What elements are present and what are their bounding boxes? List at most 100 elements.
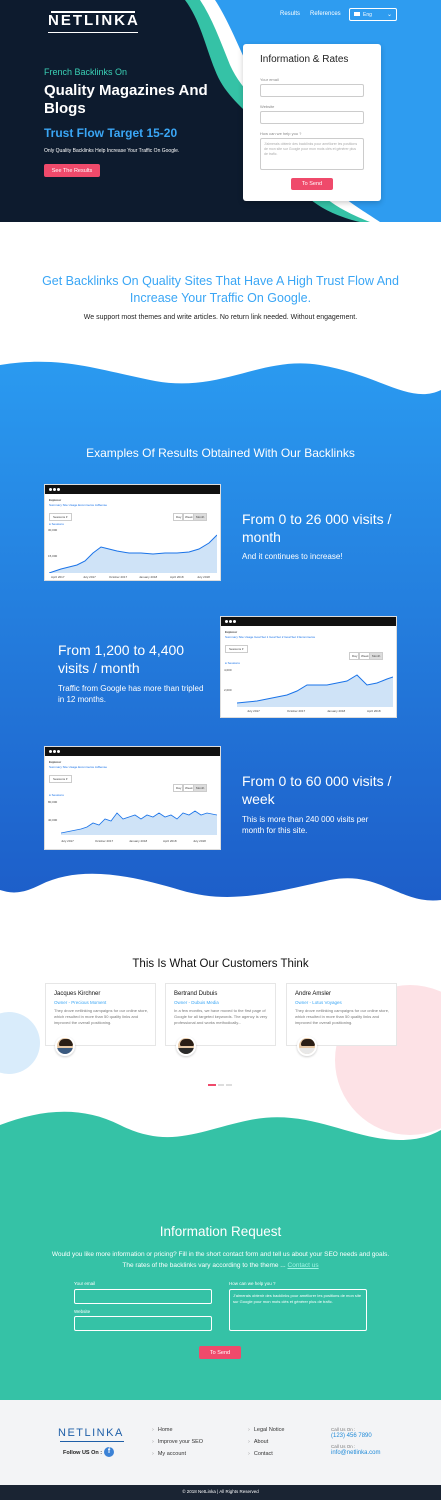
nav-results[interactable]: Results <box>280 11 301 17</box>
shot2-chart <box>237 674 393 707</box>
call-label: Call Us On : <box>331 1427 356 1432</box>
shot2-xtick-2: January 2018 <box>327 709 346 713</box>
shot3-tab: Explorer <box>49 760 62 764</box>
ir-submit-button[interactable]: To Send <box>199 1346 241 1359</box>
decor-circle-left <box>0 1012 40 1074</box>
shot3-range-month: Month <box>193 784 208 792</box>
hero-trust: Trust Flow Target 15-20 <box>44 126 178 140</box>
email-label: Your email <box>260 77 279 82</box>
testimonial-card: Jacques Kirchner Owner - Precious Moment… <box>45 983 156 1046</box>
shot1-series: Sessions <box>51 522 64 526</box>
avatar <box>55 1036 75 1056</box>
nav-references[interactable]: References <box>310 11 341 17</box>
footer-logo-underline <box>60 1441 124 1442</box>
rates-form: Information & Rates Your email Website H… <box>243 44 381 201</box>
shot1-xtick-2: October 2017 <box>109 575 128 579</box>
shot1-ytick-1: 15,000 <box>48 554 58 558</box>
shot1-xtick-0: April 2017 <box>51 575 65 579</box>
shot1-chart <box>49 534 217 573</box>
language-value: Eng <box>363 12 372 18</box>
shot2-xtick-3: April 2018 <box>367 709 381 713</box>
carousel-dot[interactable] <box>218 1084 224 1086</box>
shot2-subtabs: Summary Site Usage Goal Set 1 Goal Set 2… <box>225 635 316 639</box>
shot3-chart <box>61 810 217 835</box>
testimonials-title: This Is What Our Customers Think <box>132 958 309 970</box>
website-label: Website <box>260 104 275 109</box>
footer-link-legal[interactable]: › Legal Notice <box>248 1427 285 1433</box>
analytics-screenshot-3: Explorer Summary Site Usage Ecommerce Ad… <box>44 746 221 850</box>
footer-link-about[interactable]: › About <box>248 1439 269 1445</box>
testimonial-name: Jacques Kirchner <box>54 991 101 997</box>
shot2-range-month: Month <box>369 652 384 660</box>
follow-label: Follow US On : <box>63 1450 103 1456</box>
ir-website-input[interactable] <box>74 1316 212 1331</box>
testimonial-text: In a few months, we have moved to the fi… <box>174 1008 268 1025</box>
shot3-ytick-0: 80,000 <box>48 800 58 804</box>
analytics-screenshot-1: Explorer Summary Site Usage Ecommerce Ad… <box>44 484 221 581</box>
shot1-xtick-5: July 2018 <box>197 575 210 579</box>
shot1-xtick-1: July 2017 <box>83 575 96 579</box>
mail-label: Call Us On : <box>331 1444 356 1449</box>
carousel-dot-active[interactable] <box>208 1084 216 1086</box>
info-request-background <box>0 1111 441 1400</box>
shot2-series: Sessions <box>227 661 240 665</box>
avatar <box>297 1036 317 1056</box>
footer <box>0 1400 441 1485</box>
website-input[interactable] <box>260 111 364 124</box>
testimonial-card: Andre Amsler Owner - Lotus Voyages They … <box>286 983 397 1046</box>
footer-link-account[interactable]: › My account <box>152 1451 186 1457</box>
logo-underline <box>48 32 138 33</box>
chevron-down-icon: ⌄ <box>386 12 392 18</box>
testimonial-text: They drove netlinking campaigns for our … <box>54 1008 149 1025</box>
carousel-dot[interactable] <box>226 1084 232 1086</box>
rates-submit-button[interactable]: To Send <box>291 178 333 190</box>
footer-link-home[interactable]: › Home <box>152 1427 173 1433</box>
analytics-screenshot-2: Explorer Summary Site Usage Goal Set 1 G… <box>220 616 397 718</box>
contact-us-link[interactable]: Contact us <box>287 1262 319 1269</box>
testimonial-name: Andre Amsler <box>295 991 332 997</box>
email-input[interactable] <box>260 84 364 97</box>
shot3-series: Sessions <box>51 793 64 797</box>
shot1-ytick-0: 30,000 <box>48 528 58 532</box>
shot1-subtabs: Summary Site Usage Ecommerce AdSense <box>49 503 108 507</box>
footer-link-contact[interactable]: › Contact <box>248 1451 273 1457</box>
footer-logo[interactable]: NETLINKA <box>58 1427 124 1439</box>
result-2-text: Traffic from Google has more than triple… <box>58 684 204 704</box>
ir-help-label: How can we help you ? <box>229 1281 276 1286</box>
shot1-xtick-3: January 2018 <box>139 575 158 579</box>
info-request-text: Would you like more information or prici… <box>51 1251 390 1269</box>
rates-form-title: Information & Rates <box>260 54 349 65</box>
testimonial-text: They drove netlinking campaigns for our … <box>295 1008 390 1025</box>
ir-website-label: Website <box>74 1309 91 1314</box>
shot3-subtabs: Summary Site Usage Ecommerce AdSense <box>49 765 108 769</box>
shot3-xtick-0: July 2017 <box>61 839 74 843</box>
help-textarea[interactable]: J'aimerais obtenir des backlinks pour am… <box>260 138 364 170</box>
language-select[interactable]: Eng ⌄ <box>349 8 397 21</box>
result-1-heading: From 0 to 26 000 visits / month <box>242 511 392 545</box>
shot2-tab: Explorer <box>225 630 238 634</box>
ir-email-input[interactable] <box>74 1289 212 1304</box>
email-value[interactable]: info@netlinka.com <box>331 1450 381 1456</box>
testimonial-role: Owner - Lotus Voyages <box>295 1000 342 1005</box>
intro-heading: Get Backlinks On Quality Sites That Have… <box>42 274 399 305</box>
shot3-xtick-2: January 2018 <box>129 839 148 843</box>
result-2-heading: From 1,200 to 4,400 visits / month <box>58 642 185 676</box>
logo-text: NETLINKA <box>48 12 140 29</box>
avatar <box>176 1036 196 1056</box>
ir-help-textarea[interactable]: J'aimerais obtenir des backlinks pour am… <box>229 1289 367 1331</box>
shot3-ytick-1: 40,000 <box>48 818 58 822</box>
examples-title: Examples Of Results Obtained With Our Ba… <box>86 446 355 460</box>
logo[interactable]: NETLINKA <box>48 11 140 33</box>
intro-text: We support most themes and write article… <box>83 314 358 321</box>
shot3-range-day: Day <box>173 784 185 792</box>
shot3-xtick-1: October 2017 <box>95 839 114 843</box>
footer-link-seo[interactable]: › Improve your SEO <box>152 1439 204 1445</box>
shot1-range-day: Day <box>173 513 185 521</box>
facebook-icon[interactable]: f <box>104 1447 114 1457</box>
shot2-xtick-0: July 2017 <box>247 709 260 713</box>
see-results-button[interactable]: See The Results <box>44 164 100 177</box>
phone-value[interactable]: (123) 456 7890 <box>331 1433 372 1439</box>
copyright: © 2018 NetLinka | All Rights Reserved <box>0 1485 441 1500</box>
hero-title: Quality Magazines And Blogs <box>44 82 208 117</box>
